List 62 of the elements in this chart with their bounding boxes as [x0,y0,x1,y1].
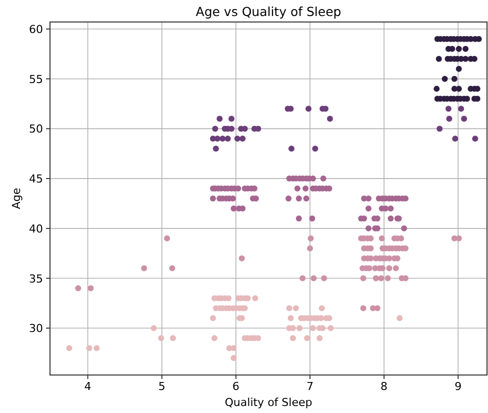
point [310,275,317,282]
point [446,116,452,122]
point [308,235,314,242]
point [288,146,294,152]
y-tick-label: 40 [29,222,43,236]
point [378,275,384,282]
x-tick-label: 4 [84,380,92,393]
point [220,136,226,142]
point [306,245,313,252]
point [326,116,333,122]
point [305,106,312,112]
point [462,56,469,62]
point [392,265,399,272]
point [164,235,170,242]
point [224,136,231,142]
point [445,106,452,112]
y-tick-label: 35 [29,272,43,286]
point [216,116,223,122]
point [312,146,318,152]
point [234,136,240,142]
point [436,56,442,62]
point [472,136,478,142]
point [462,46,469,52]
x-tick-label: 5 [158,380,166,393]
x-axis-title: Quality of Sleep [224,396,312,409]
point [452,136,458,142]
point [321,275,328,282]
point [75,285,82,292]
point [461,116,468,122]
y-axis-title: Age [10,188,23,210]
point [228,116,234,122]
point [88,285,94,292]
point [456,66,462,72]
y-tick-label: 55 [29,72,43,86]
point [378,235,385,242]
y-tick-label: 50 [29,122,43,136]
point [436,126,443,132]
point [300,275,306,282]
point [434,86,440,92]
point [169,265,176,272]
point [238,255,245,262]
point [386,265,392,272]
y-tick-label: 60 [29,22,43,36]
point [240,136,246,142]
point [458,106,464,112]
x-tick-label: 8 [380,380,388,393]
point [212,146,219,152]
x-tick-label: 6 [232,380,240,393]
chart-title: Age vs Quality of Sleep [196,4,342,19]
point [360,305,366,312]
x-tick-label: 9 [454,380,462,393]
point [451,76,458,82]
point [456,46,462,52]
x-tick-label: 7 [306,380,314,393]
point [141,265,148,272]
y-tick-label: 30 [29,322,43,336]
point [360,275,366,282]
point [442,76,448,82]
y-tick-label: 45 [29,172,43,186]
point [384,275,391,282]
point [212,126,218,132]
point [372,275,379,282]
